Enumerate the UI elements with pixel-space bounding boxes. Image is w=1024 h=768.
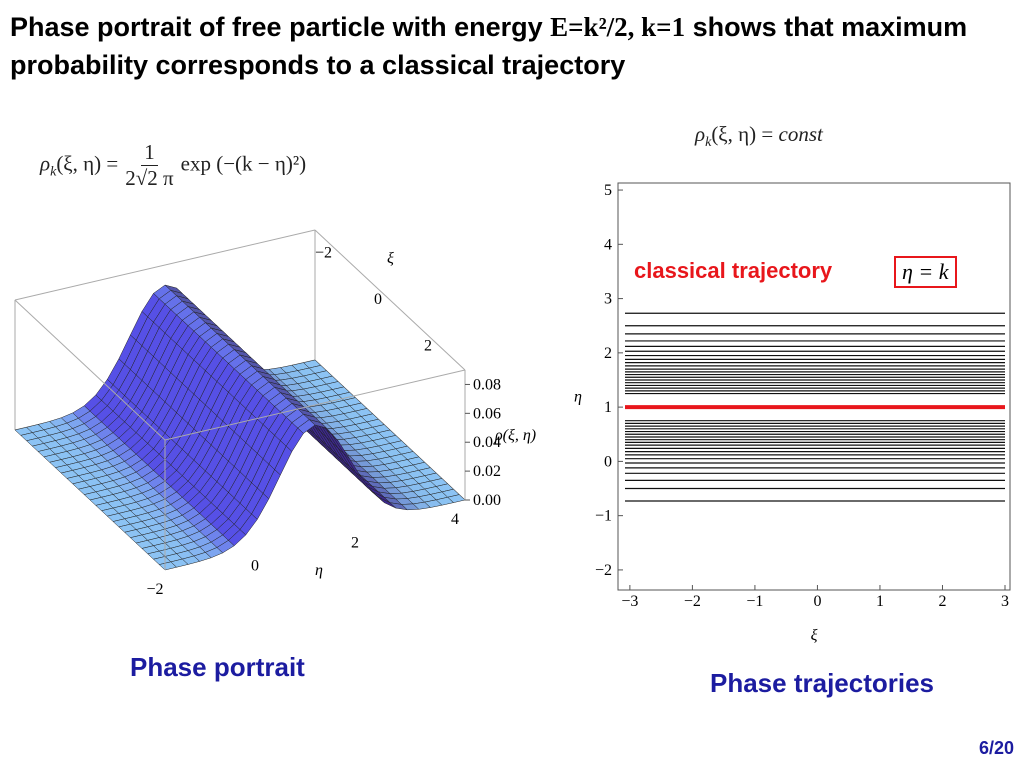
y-tick-label: −1 xyxy=(595,508,612,525)
y-tick-label: 1 xyxy=(604,399,612,416)
rhs: exp (−(k − η)²) xyxy=(180,151,307,176)
y-tick-label: 2 xyxy=(604,345,612,362)
x-tick-label: −3 xyxy=(621,593,638,610)
sub: k xyxy=(50,164,57,180)
y-axis-label: η xyxy=(574,389,582,406)
box-edge xyxy=(14,229,316,301)
box-edge xyxy=(164,369,466,441)
eta-tick-label: 4 xyxy=(451,511,459,528)
eta-tick-label: −2 xyxy=(146,581,163,598)
x-axis-label: ξ xyxy=(811,627,818,644)
rho-tick-label: 0.02 xyxy=(473,463,501,480)
box-edge xyxy=(14,299,166,441)
page-number: 6/20 xyxy=(978,738,1014,758)
rho-tick-label: 0.04 xyxy=(473,434,501,451)
title-prefix: Phase portrait of free particle with ene… xyxy=(10,12,551,42)
x-tick-label: 0 xyxy=(813,593,821,610)
rho-tick-label: 0.00 xyxy=(473,492,501,509)
x-tick-label: 1 xyxy=(876,593,884,610)
rho-axis-label: ρ(ξ, η) xyxy=(494,427,536,444)
sub: k xyxy=(705,135,712,151)
xi-tick-label: 0 xyxy=(374,291,382,308)
y-tick-label: −2 xyxy=(595,562,612,579)
eta-tick-label: 0 xyxy=(251,558,259,575)
formula-left: ρk(ξ, η) = 1 2√2 π exp (−(k − η)²) xyxy=(40,140,306,191)
y-tick-label: 5 xyxy=(604,182,612,199)
title-math: E=k²/2, k=1 xyxy=(550,12,686,42)
plot-frame xyxy=(617,182,1011,591)
x-tick-label: 3 xyxy=(1001,593,1009,610)
denominator: 2√2 π xyxy=(125,166,174,190)
surface-patch xyxy=(158,561,178,571)
x-tick-label: −1 xyxy=(746,593,763,610)
numerator: 1 xyxy=(141,140,158,166)
y-tick-label: 3 xyxy=(604,291,612,308)
rho-tick-label: 0.06 xyxy=(473,405,501,422)
xi-tick-label: −2 xyxy=(315,244,332,261)
formula-right: ρk(ξ, η) = const xyxy=(695,122,823,151)
rho: ρ xyxy=(40,151,51,176)
box-edge xyxy=(314,229,466,371)
args: (ξ, η) = xyxy=(711,122,774,146)
eta-tick-label: 2 xyxy=(351,534,359,551)
eta-axis-label: η xyxy=(315,562,323,579)
args: (ξ, η) = xyxy=(56,151,119,176)
title: Phase portrait of free particle with ene… xyxy=(10,8,1010,84)
caption-right: Phase trajectories xyxy=(710,668,935,698)
annotation-math: η = k xyxy=(894,256,957,288)
y-tick-label: 0 xyxy=(604,453,612,470)
title-suffix: shows that maximum probability correspon… xyxy=(10,12,968,80)
rho: ρ xyxy=(695,122,706,146)
xi-tick-label: 2 xyxy=(424,338,432,355)
x-tick-label: −2 xyxy=(684,593,701,610)
caption-left: Phase portrait xyxy=(130,652,305,682)
rho-tick-label: 0.08 xyxy=(473,376,501,393)
xi-axis-label: ξ xyxy=(387,250,394,267)
rhs: const xyxy=(778,122,823,146)
x-tick-label: 2 xyxy=(938,593,946,610)
annotation: classical trajectory xyxy=(634,258,833,283)
fraction: 1 2√2 π xyxy=(122,140,176,191)
y-tick-label: 4 xyxy=(604,236,612,253)
